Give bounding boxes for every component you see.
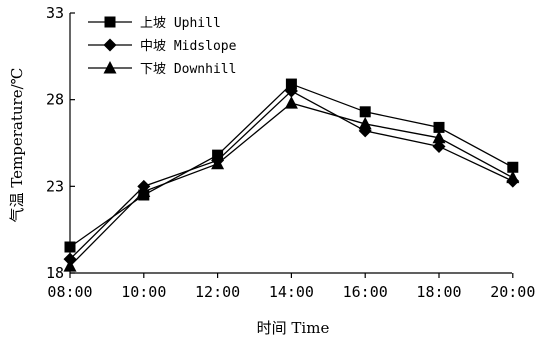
- x-tick-label-3: 14:00: [269, 283, 314, 301]
- point-triangle-1: [137, 184, 151, 198]
- legend-label-diamond: 中坡 Midslope: [140, 39, 237, 54]
- legend: 上坡 Uphill 中坡 Midslope 下坡 Downhill: [88, 16, 237, 77]
- point-square-5: [433, 121, 445, 133]
- legend-marker-square: [104, 16, 116, 28]
- point-diamond-3: [284, 84, 298, 98]
- series-line-triangle: [69, 102, 514, 267]
- y-tick-label-2: 28: [46, 91, 64, 109]
- series-line-diamond: [69, 90, 514, 260]
- point-square-4: [359, 106, 371, 118]
- y-tick-label-1: 23: [46, 177, 64, 195]
- legend-marker-triangle: [103, 61, 117, 74]
- x-tick-label-6: 20:00: [490, 283, 535, 301]
- x-tick-label-5: 18:00: [416, 283, 461, 301]
- x-tick-label-1: 10:00: [121, 283, 166, 301]
- legend-marker-diamond: [103, 38, 117, 52]
- axes: 18 23 28 33 08:00 10:00 12:00 14:00 16:00 18:00 20…: [46, 4, 535, 301]
- point-square-6: [507, 161, 519, 173]
- point-square-0: [64, 241, 76, 253]
- series-layer: [63, 78, 520, 272]
- point-triangle-3: [284, 96, 298, 109]
- y-tick-label-3: 33: [46, 4, 64, 22]
- y-tick-label-0: 18: [46, 264, 64, 282]
- y-axis-title: 气温 Temperature/℃: [8, 68, 26, 223]
- point-square-3: [285, 78, 297, 90]
- x-tick-label-2: 12:00: [195, 283, 240, 301]
- x-tick-label-0: 08:00: [47, 283, 92, 301]
- legend-label-square: 上坡 Uphill: [140, 16, 221, 31]
- point-triangle-2: [211, 156, 225, 170]
- point-triangle-4: [358, 116, 372, 130]
- point-triangle-0: [63, 259, 77, 272]
- point-triangle-6: [506, 170, 520, 184]
- legend-label-triangle: 下坡 Downhill: [140, 62, 236, 77]
- x-axis-title: 时间 Time: [257, 319, 330, 337]
- series-diamond: [63, 84, 520, 266]
- point-triangle-5: [432, 130, 446, 144]
- x-tick-label-4: 16:00: [343, 283, 388, 301]
- series-triangle: [63, 96, 520, 272]
